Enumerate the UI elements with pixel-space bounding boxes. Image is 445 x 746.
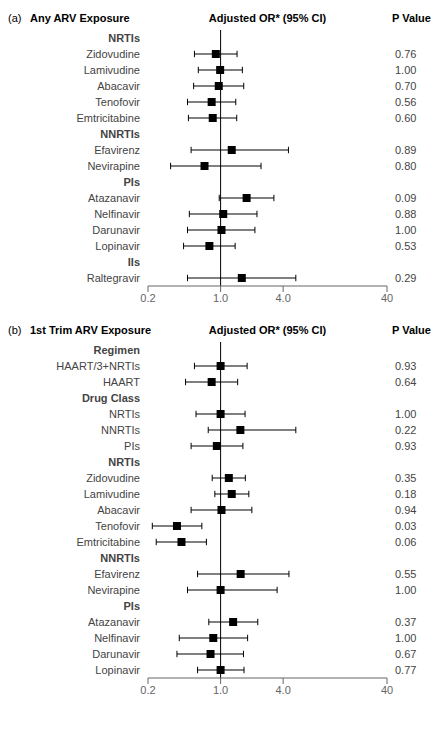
svg-text:4.0: 4.0 [275, 292, 290, 304]
svg-text:0.53: 0.53 [395, 240, 416, 252]
svg-text:IIs: IIs [128, 256, 140, 268]
svg-text:NNRTIs: NNRTIs [100, 128, 140, 140]
svg-text:1.00: 1.00 [395, 408, 416, 420]
html-text:(b): (b) [8, 324, 22, 336]
svg-text:Lamivudine: Lamivudine [84, 64, 140, 76]
svg-text:0.89: 0.89 [395, 144, 416, 156]
svg-text:Nelfinavir: Nelfinavir [94, 208, 140, 220]
svg-text:Emtricitabine: Emtricitabine [76, 536, 140, 548]
svg-text:Efavirenz: Efavirenz [94, 144, 140, 156]
svg-text:Nevirapine: Nevirapine [87, 584, 140, 596]
svg-text:0.29: 0.29 [395, 272, 416, 284]
svg-text:0.2: 0.2 [140, 684, 155, 696]
svg-text:0.37: 0.37 [395, 616, 416, 628]
svg-text:0.35: 0.35 [395, 472, 416, 484]
svg-text:Abacavir: Abacavir [97, 504, 140, 516]
svg-text:NRTIs: NRTIs [108, 32, 140, 44]
svg-text:NNRTIs: NNRTIs [101, 424, 140, 436]
svg-text:0.55: 0.55 [395, 568, 416, 580]
svg-text:HAART/3+NRTIs: HAART/3+NRTIs [56, 360, 140, 372]
svg-text:0.77: 0.77 [395, 664, 416, 676]
svg-text:0.76: 0.76 [395, 48, 416, 60]
svg-text:Regimen: Regimen [94, 344, 141, 356]
html-text:Any ARV Exposure: Any ARV Exposure [30, 12, 130, 24]
svg-text:0.2: 0.2 [140, 292, 155, 304]
svg-text:Tenofovir: Tenofovir [95, 96, 140, 108]
svg-text:4.0: 4.0 [275, 684, 290, 696]
html-text:(a): (a) [8, 12, 22, 24]
html-text:P Value: P Value [392, 324, 431, 336]
svg-text:0.56: 0.56 [395, 96, 416, 108]
svg-text:1.00: 1.00 [395, 584, 416, 596]
svg-text:Nelfinavir: Nelfinavir [94, 632, 140, 644]
svg-text:Abacavir: Abacavir [97, 80, 140, 92]
svg-text:0.94: 0.94 [395, 504, 416, 516]
svg-text:Zidovudine: Zidovudine [86, 472, 140, 484]
svg-text:Lopinavir: Lopinavir [95, 664, 140, 676]
svg-text:40: 40 [381, 292, 393, 304]
html-text:Adjusted OR* (95% CI): Adjusted OR* (95% CI) [208, 12, 327, 24]
svg-text:1.00: 1.00 [395, 64, 416, 76]
svg-text:0.03: 0.03 [395, 520, 416, 532]
svg-text:0.80: 0.80 [395, 160, 416, 172]
svg-text:NRTIs: NRTIs [109, 408, 140, 420]
svg-text:1.00: 1.00 [395, 632, 416, 644]
svg-text:Zidovudine: Zidovudine [86, 48, 140, 60]
svg-text:0.64: 0.64 [395, 376, 416, 388]
svg-text:HAART: HAART [103, 376, 140, 388]
svg-text:PIs: PIs [123, 176, 140, 188]
svg-text:0.88: 0.88 [395, 208, 416, 220]
svg-text:PIs: PIs [124, 440, 140, 452]
svg-text:NNRTIs: NNRTIs [100, 552, 140, 564]
svg-text:NRTIs: NRTIs [108, 456, 140, 468]
svg-text:0.09: 0.09 [395, 192, 416, 204]
svg-text:Atazanavir: Atazanavir [88, 616, 140, 628]
svg-text:0.60: 0.60 [395, 112, 416, 124]
svg-text:Darunavir: Darunavir [92, 648, 140, 660]
svg-text:0.70: 0.70 [395, 80, 416, 92]
svg-text:Atazanavir: Atazanavir [88, 192, 140, 204]
html-text:P Value: P Value [392, 12, 431, 24]
svg-text:Lamivudine: Lamivudine [84, 488, 140, 500]
svg-text:Raltegravir: Raltegravir [87, 272, 141, 284]
html-text:Adjusted OR* (95% CI): Adjusted OR* (95% CI) [208, 324, 327, 336]
svg-text:0.18: 0.18 [395, 488, 416, 500]
svg-text:Lopinavir: Lopinavir [95, 240, 140, 252]
svg-text:0.22: 0.22 [395, 424, 416, 436]
html-text:1st Trim ARV Exposure: 1st Trim ARV Exposure [30, 324, 151, 336]
svg-text:PIs: PIs [123, 600, 140, 612]
svg-text:Drug Class: Drug Class [82, 392, 140, 404]
svg-text:0.06: 0.06 [395, 536, 416, 548]
svg-text:0.93: 0.93 [395, 360, 416, 372]
svg-text:Nevirapine: Nevirapine [87, 160, 140, 172]
svg-text:0.93: 0.93 [395, 440, 416, 452]
svg-text:0.67: 0.67 [395, 648, 416, 660]
svg-text:1.00: 1.00 [395, 224, 416, 236]
svg-text:Efavirenz: Efavirenz [94, 568, 140, 580]
svg-text:Emtricitabine: Emtricitabine [76, 112, 140, 124]
svg-text:Tenofovir: Tenofovir [95, 520, 140, 532]
svg-text:1.0: 1.0 [213, 292, 228, 304]
svg-text:40: 40 [381, 684, 393, 696]
svg-text:1.0: 1.0 [213, 684, 228, 696]
svg-text:Darunavir: Darunavir [92, 224, 140, 236]
